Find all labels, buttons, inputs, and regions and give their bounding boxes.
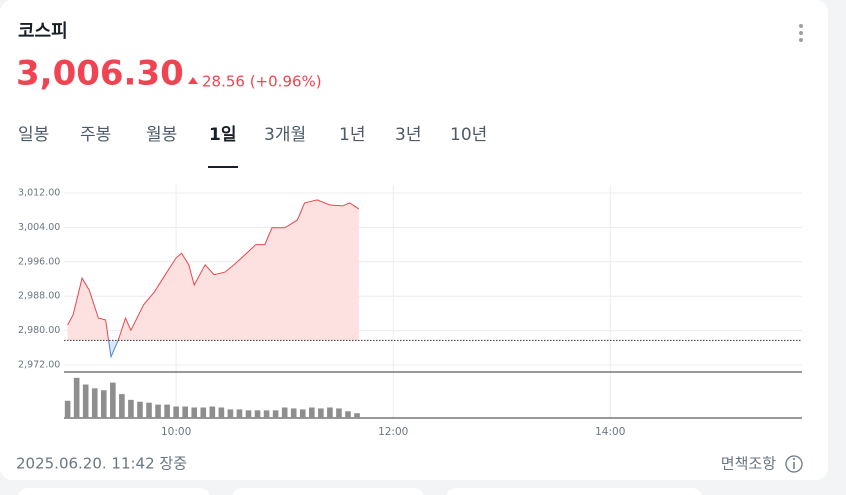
volume-bar xyxy=(73,377,80,418)
volume-bar xyxy=(254,410,261,418)
period-tab[interactable]: 10년 xyxy=(450,125,487,145)
price: 3,006.30 xyxy=(16,54,184,94)
y-tick-label: 3,004.00 xyxy=(18,222,60,233)
card xyxy=(0,0,828,480)
volume-bar xyxy=(137,401,143,418)
volume-bar xyxy=(318,408,324,418)
volume-bar xyxy=(155,404,161,418)
y-tick-label: 2,980.00 xyxy=(18,325,60,336)
volume-bar xyxy=(200,407,207,418)
volume-bar xyxy=(336,408,342,418)
price-change: 28.56 (+0.96%) xyxy=(202,73,322,91)
volume-bar xyxy=(173,406,179,418)
volume-bar xyxy=(299,409,306,418)
volume-bar xyxy=(272,410,279,418)
volume-bar xyxy=(245,410,252,418)
period-tab[interactable]: 일봉 xyxy=(18,125,49,145)
period-tab[interactable]: 1년 xyxy=(339,125,365,145)
next-card xyxy=(232,488,424,495)
info-icon[interactable] xyxy=(785,455,803,473)
x-tick-label: 12:00 xyxy=(378,426,408,438)
info-circle xyxy=(785,455,803,473)
period-tab[interactable]: 월봉 xyxy=(146,125,177,145)
y-tick-label: 3,012.00 xyxy=(18,188,60,199)
next-card xyxy=(446,488,702,495)
up-arrow xyxy=(188,77,198,84)
disclaimer[interactable]: 면책조항 xyxy=(721,455,776,473)
volume-bar xyxy=(281,407,288,418)
volume-bar xyxy=(263,410,270,418)
volume-bar xyxy=(327,407,333,418)
title: 코스피 xyxy=(18,21,68,42)
volume-bar xyxy=(128,399,134,418)
y-tick-label: 2,972.00 xyxy=(18,360,60,371)
next-card xyxy=(18,488,210,495)
volume-bar xyxy=(227,409,234,418)
period-tab[interactable]: 3년 xyxy=(395,125,421,145)
volume-bar xyxy=(64,400,71,418)
x-tick-label: 10:00 xyxy=(161,426,191,438)
volume-bar xyxy=(236,409,243,418)
dot xyxy=(799,38,803,42)
volume-bar xyxy=(110,382,116,418)
volume-bar xyxy=(164,404,170,418)
period-tab[interactable]: 3개월 xyxy=(264,125,306,145)
volume-bar xyxy=(209,406,216,418)
period-tab[interactable]: 1일 xyxy=(209,125,236,145)
timestamp: 2025.06.20. 11:42 장중 xyxy=(16,455,187,473)
volume-bar xyxy=(191,407,198,418)
period-tabs: 일봉 주봉 월봉 1일 3개월 1년 3년 10년 xyxy=(18,125,487,145)
period-tab[interactable]: 주봉 xyxy=(80,125,111,145)
y-tick-label: 2,996.00 xyxy=(18,256,60,267)
price-line-up xyxy=(67,199,360,341)
y-tick-label: 2,988.00 xyxy=(18,291,60,302)
dot xyxy=(799,24,803,28)
more-menu[interactable] xyxy=(799,24,803,42)
volume-bar xyxy=(218,407,225,418)
volume-bar xyxy=(91,388,98,418)
chart: 2,972.00 2,980.00 2,988.00 2,996.00 3,004.00… xyxy=(18,185,802,438)
volume-bar xyxy=(182,406,188,418)
volume-bar xyxy=(290,408,297,418)
volume-bar xyxy=(119,394,125,418)
area-up xyxy=(67,199,359,341)
volume-bar xyxy=(82,384,89,418)
x-tick-label: 14:00 xyxy=(595,426,625,438)
dot xyxy=(799,31,803,35)
volume-bar xyxy=(100,390,107,418)
volume-bar xyxy=(345,411,351,418)
volume-bar xyxy=(146,402,152,418)
volume-bar xyxy=(309,407,315,418)
info-dot xyxy=(793,458,795,460)
volume-bar xyxy=(354,413,360,418)
